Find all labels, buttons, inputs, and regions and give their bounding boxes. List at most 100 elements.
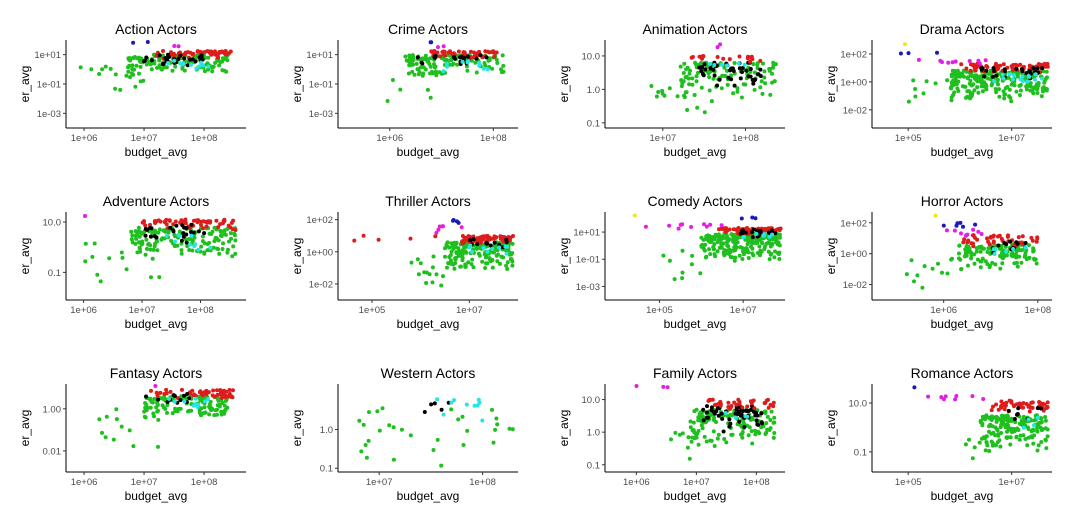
data-point — [694, 74, 699, 79]
data-point — [444, 61, 449, 66]
x-tick-label: 1e+07 — [730, 305, 757, 316]
data-point — [227, 391, 232, 396]
data-point — [1000, 72, 1005, 77]
data-point — [955, 221, 960, 226]
data-point — [452, 55, 457, 60]
data-point — [214, 52, 219, 56]
data-point — [142, 409, 147, 414]
data-point — [742, 62, 747, 67]
data-point — [154, 405, 159, 410]
data-point — [166, 61, 171, 65]
data-point — [737, 401, 742, 406]
data-point — [182, 399, 187, 404]
data-point — [967, 437, 971, 442]
data-point — [210, 69, 215, 74]
data-point — [176, 44, 181, 49]
data-point — [735, 240, 740, 245]
data-point — [441, 412, 446, 417]
data-point — [898, 51, 903, 56]
adventure-actors-panel: Adventure Actors 1e+06 1e+07 1e+08 0.1 10.0 bu… — [18, 193, 246, 331]
data-point — [763, 226, 768, 231]
data-point — [456, 220, 461, 225]
data-point — [429, 402, 434, 407]
data-point — [208, 245, 213, 250]
y-tick-label: 0.01 — [43, 446, 62, 457]
data-point — [758, 58, 763, 63]
y-tick-label: 1e+01 — [34, 50, 61, 61]
data-point — [715, 45, 720, 50]
data-point — [685, 445, 690, 450]
data-point — [986, 246, 991, 251]
data-point — [732, 400, 737, 405]
data-point — [1035, 406, 1040, 411]
data-point — [485, 67, 490, 72]
data-point — [461, 443, 466, 447]
x-tick-label: 1e+07 — [683, 477, 710, 488]
data-point — [951, 78, 956, 83]
data-point — [943, 394, 948, 399]
data-point — [144, 55, 149, 60]
data-point — [989, 414, 994, 419]
data-point — [980, 256, 985, 261]
data-point — [678, 222, 683, 227]
data-point — [966, 263, 970, 268]
data-point — [773, 231, 778, 236]
data-point — [184, 240, 189, 245]
data-point — [755, 422, 760, 427]
data-point — [711, 429, 716, 434]
data-point — [410, 69, 415, 74]
data-point — [454, 255, 459, 260]
fantasy-actors-y-label: er_avg — [18, 410, 32, 447]
data-point — [220, 59, 224, 64]
data-point — [492, 54, 497, 59]
data-point — [681, 71, 686, 75]
data-point — [985, 65, 990, 69]
data-point — [89, 67, 94, 72]
data-point — [994, 90, 999, 95]
data-point — [1018, 88, 1023, 93]
y-tick-label: 1e-01 — [309, 80, 333, 91]
data-point — [507, 252, 512, 257]
data-point — [689, 262, 694, 267]
data-point — [1036, 421, 1040, 426]
data-point — [989, 408, 994, 413]
data-point — [977, 440, 982, 445]
y-tick-label: 1e-02 — [843, 280, 867, 291]
data-point — [83, 214, 87, 218]
data-point — [756, 72, 761, 77]
data-point — [163, 406, 168, 411]
data-point — [225, 405, 230, 410]
data-point — [149, 67, 154, 72]
data-point — [108, 66, 113, 71]
data-point — [722, 248, 727, 253]
data-point — [913, 87, 918, 91]
data-point — [118, 87, 123, 92]
data-point — [1007, 398, 1012, 403]
data-point — [233, 228, 238, 232]
data-point — [986, 76, 991, 81]
x-tick-label: 1e+08 — [480, 133, 507, 144]
data-point — [408, 433, 413, 438]
data-point — [721, 56, 726, 61]
data-point — [163, 56, 168, 60]
data-point — [222, 388, 226, 393]
family-actors-x-label: budget_avg — [664, 489, 727, 503]
data-point — [487, 235, 492, 240]
data-point — [468, 49, 473, 54]
data-point — [167, 55, 171, 59]
data-point — [776, 252, 781, 257]
data-point — [484, 254, 489, 259]
data-point — [708, 252, 713, 257]
data-point — [702, 62, 707, 67]
horror-actors-points — [904, 213, 1040, 290]
western-actors-panel: Western Actors 1e+07 1e+08 0.1 1.0 budget_avg… — [290, 365, 518, 503]
data-point — [719, 411, 724, 416]
data-point — [160, 403, 165, 408]
data-point — [1019, 248, 1024, 253]
data-point — [656, 90, 661, 94]
data-point — [427, 272, 432, 277]
data-point — [146, 242, 151, 247]
data-point — [1034, 82, 1039, 87]
data-point — [754, 241, 759, 245]
